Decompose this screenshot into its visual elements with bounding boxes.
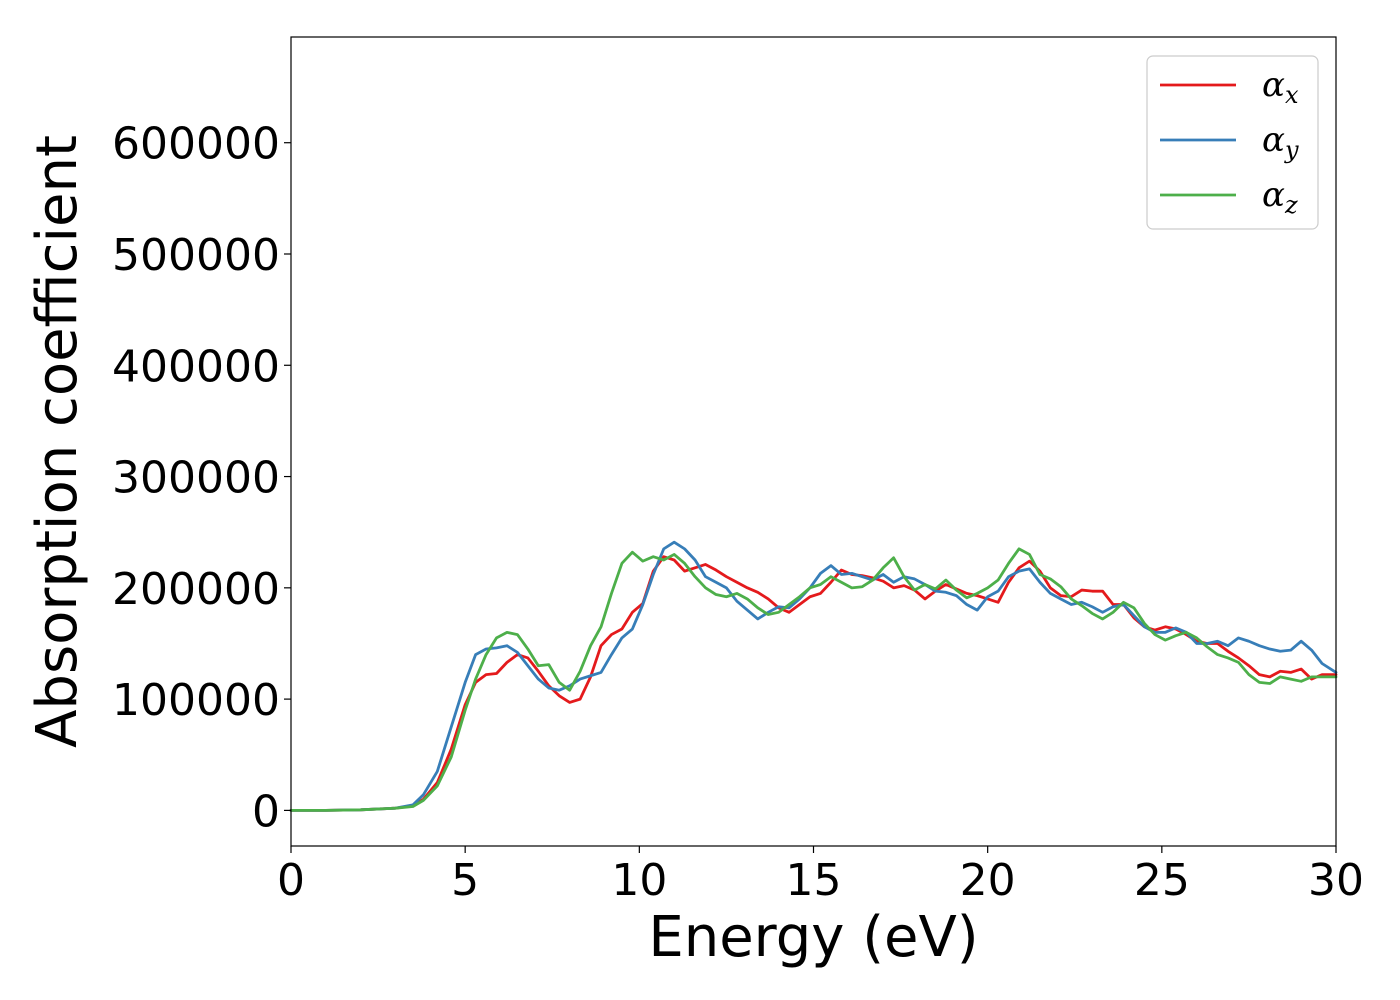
x-tick-label: 20 (960, 855, 1016, 906)
x-axis-label: Energy (eV) (648, 905, 978, 970)
y-tick-label: 200000 (112, 564, 280, 615)
x-tick-label: 5 (451, 855, 479, 906)
series-line-x (289, 555, 1338, 812)
x-axis-ticks: 0 5 10 15 20 25 30 (277, 846, 1364, 906)
legend-box (1146, 55, 1319, 230)
legend-symbol: α (1262, 65, 1285, 105)
series-layer (289, 540, 1338, 812)
y-tick-label: 500000 (112, 230, 280, 281)
y-axis-ticks: 0 100000 200000 300000 400000 500000 600000 (112, 119, 291, 837)
y-axis-label: Absorption coefficient (25, 135, 90, 748)
legend-symbol: α (1262, 120, 1285, 160)
legend-symbol: α (1262, 175, 1285, 215)
series-line-y (289, 540, 1338, 812)
legend-label-z: αz (1262, 175, 1298, 219)
y-tick-label: 600000 (112, 119, 280, 170)
y-tick-label: 100000 (112, 675, 280, 726)
x-tick-label: 15 (786, 855, 842, 906)
x-tick-label: 10 (611, 855, 667, 906)
y-tick-label: 0 (252, 786, 280, 837)
legend-subscript: x (1285, 81, 1299, 109)
y-tick-label: 400000 (112, 341, 280, 392)
x-tick-label: 25 (1134, 855, 1190, 906)
y-tick-label: 300000 (112, 453, 280, 504)
legend-label-y: αy (1262, 120, 1299, 164)
x-tick-label: 0 (277, 855, 305, 906)
legend-label-x: αx (1262, 65, 1299, 109)
x-tick-label: 30 (1308, 855, 1364, 906)
legend-subscript: y (1284, 136, 1299, 164)
legend-subscript: z (1284, 191, 1298, 219)
series-line-z (289, 547, 1338, 812)
